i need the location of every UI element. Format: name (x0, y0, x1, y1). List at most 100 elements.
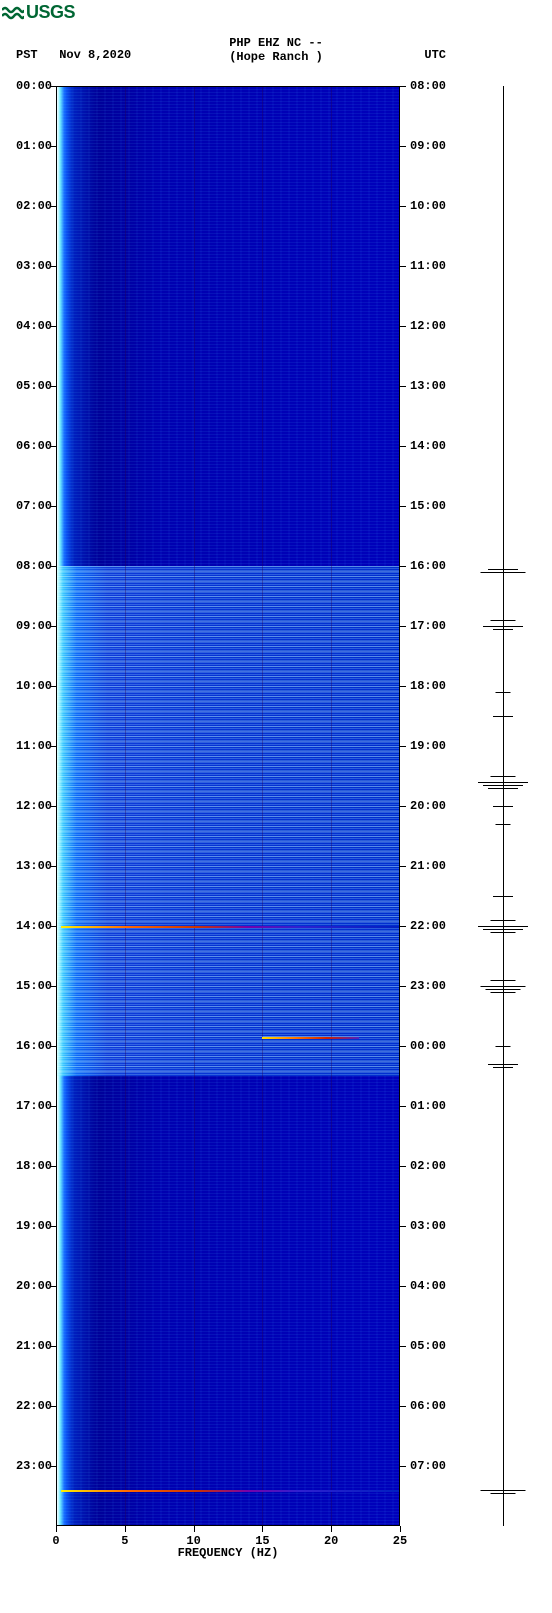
trace-spike (481, 986, 526, 987)
y-tick-right (400, 206, 406, 207)
trace-spike (491, 920, 516, 921)
spectrogram-busy-texture (56, 566, 400, 1076)
y-label-left: 11:00 (16, 739, 52, 753)
gridline (331, 86, 332, 1526)
y-label-right: 07:00 (410, 1459, 446, 1473)
y-label-right: 05:00 (410, 1339, 446, 1353)
y-label-right: 00:00 (410, 1039, 446, 1053)
y-tick-right (400, 326, 406, 327)
y-label-left: 00:00 (16, 79, 52, 93)
y-label-right: 14:00 (410, 439, 446, 453)
trace-spike (483, 626, 523, 627)
y-label-right: 08:00 (410, 79, 446, 93)
y-label-right: 12:00 (410, 319, 446, 333)
x-axis-label: FREQUENCY (HZ) (56, 1546, 400, 1560)
trace-spike (488, 1064, 518, 1065)
x-tick (56, 1526, 57, 1532)
y-label-right: 13:00 (410, 379, 446, 393)
y-label-left: 07:00 (16, 499, 52, 513)
x-tick (194, 1526, 195, 1532)
y-label-right: 10:00 (410, 199, 446, 213)
y-label-left: 23:00 (16, 1459, 52, 1473)
trace-spike (478, 782, 528, 783)
y-tick-right (400, 806, 406, 807)
station-code: PHP EHZ NC -- (0, 36, 552, 50)
y-label-right: 21:00 (410, 859, 446, 873)
y-label-right: 20:00 (410, 799, 446, 813)
trace-spike (496, 824, 511, 825)
y-tick-right (400, 1346, 406, 1347)
trace-spike (491, 776, 516, 777)
y-tick-right (400, 626, 406, 627)
y-tick-right (400, 866, 406, 867)
gridline (125, 86, 126, 1526)
y-label-right: 17:00 (410, 619, 446, 633)
y-tick-right (400, 1286, 406, 1287)
trace-spike (491, 992, 516, 993)
y-label-left: 12:00 (16, 799, 52, 813)
trace-spike (491, 980, 516, 981)
y-label-right: 06:00 (410, 1399, 446, 1413)
y-tick-right (400, 1226, 406, 1227)
y-tick-right (400, 506, 406, 507)
y-label-left: 15:00 (16, 979, 52, 993)
y-tick-right (400, 266, 406, 267)
y-label-left: 02:00 (16, 199, 52, 213)
header-center: PHP EHZ NC -- (Hope Ranch ) (0, 36, 552, 64)
y-label-right: 18:00 (410, 679, 446, 693)
y-label-left: 17:00 (16, 1099, 52, 1113)
trace-spike (491, 932, 516, 933)
trace-spike (493, 806, 513, 807)
trace-spike (493, 896, 513, 897)
y-label-right: 01:00 (410, 1099, 446, 1113)
trace-spike (491, 1493, 516, 1494)
y-label-right: 22:00 (410, 919, 446, 933)
y-tick-right (400, 1046, 406, 1047)
y-tick-right (400, 986, 406, 987)
y-tick-right (400, 1106, 406, 1107)
spectrogram-plot (56, 86, 400, 1526)
y-label-left: 09:00 (16, 619, 52, 633)
trace-spike (483, 929, 523, 930)
y-tick-right (400, 1166, 406, 1167)
y-tick-right (400, 446, 406, 447)
y-label-left: 19:00 (16, 1219, 52, 1233)
y-label-left: 10:00 (16, 679, 52, 693)
y-label-right: 15:00 (410, 499, 446, 513)
trace-spike (493, 1067, 513, 1068)
y-label-right: 19:00 (410, 739, 446, 753)
y-label-right: 11:00 (410, 259, 446, 273)
tz-right-label: UTC (424, 48, 446, 62)
y-label-left: 06:00 (16, 439, 52, 453)
y-label-left: 22:00 (16, 1399, 52, 1413)
trace-spike (491, 620, 516, 621)
trace-spike (496, 692, 511, 693)
y-label-left: 16:00 (16, 1039, 52, 1053)
trace-spike (478, 926, 528, 927)
y-label-left: 21:00 (16, 1339, 52, 1353)
y-tick-right (400, 566, 406, 567)
y-label-right: 04:00 (410, 1279, 446, 1293)
x-tick (331, 1526, 332, 1532)
usgs-logo: USGS (2, 2, 75, 23)
trace-spike (496, 1046, 511, 1047)
trace-spike (486, 989, 521, 990)
y-tick-right (400, 1466, 406, 1467)
trace-spike (493, 716, 513, 717)
y-label-left: 18:00 (16, 1159, 52, 1173)
y-tick-right (400, 386, 406, 387)
y-label-left: 04:00 (16, 319, 52, 333)
x-tick (262, 1526, 263, 1532)
y-label-left: 13:00 (16, 859, 52, 873)
trace-spike (481, 1490, 526, 1491)
gridline (194, 86, 195, 1526)
y-tick-right (400, 926, 406, 927)
y-label-left: 14:00 (16, 919, 52, 933)
y-label-left: 08:00 (16, 559, 52, 573)
x-tick (125, 1526, 126, 1532)
station-name: (Hope Ranch ) (0, 50, 552, 64)
event-line (61, 1490, 400, 1492)
y-label-left: 03:00 (16, 259, 52, 273)
y-tick-right (400, 746, 406, 747)
y-label-left: 01:00 (16, 139, 52, 153)
